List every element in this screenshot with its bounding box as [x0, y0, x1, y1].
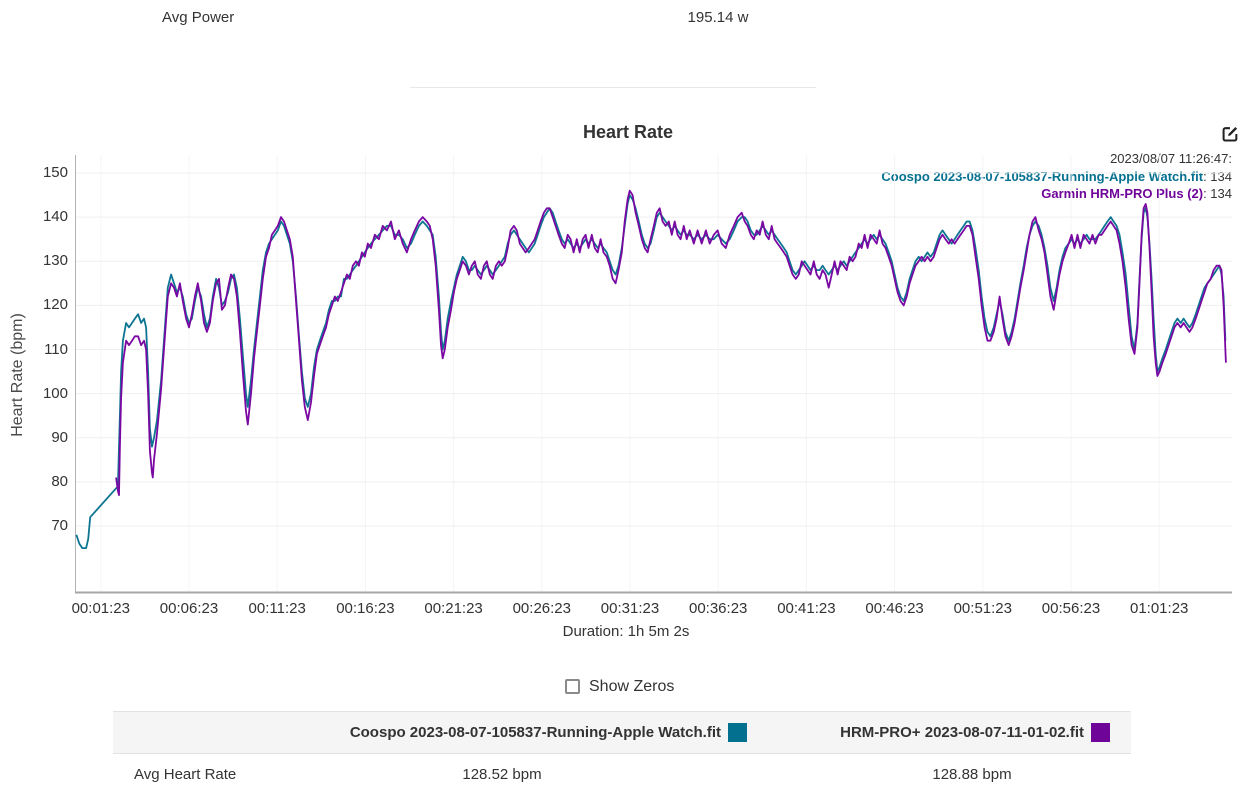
tooltip-series-name: Garmin HRM-PRO Plus (2): [1041, 186, 1204, 201]
tooltip-series-line: Coospo 2023-08-07-105837-Running-Apple W…: [881, 168, 1232, 186]
legend-entry[interactable]: Coospo 2023-08-07-105837-Running-Apple W…: [350, 712, 747, 753]
legend-color-chip: [1091, 723, 1110, 742]
y-tick-label: 130: [42, 252, 68, 270]
y-tick-label: 110: [44, 340, 68, 358]
tooltip-series-line: Garmin HRM-PRO Plus (2): 134: [881, 185, 1232, 203]
x-tick-label: 00:21:23: [424, 600, 483, 617]
legend-entry-label: HRM-PRO+ 2023-08-07-11-01-02.fit: [840, 724, 1084, 741]
edit-title-icon[interactable]: [1222, 125, 1239, 142]
y-tick-label: 100: [42, 384, 68, 402]
tooltip-series-value: : 134: [1203, 168, 1232, 184]
avg-heart-rate-value-garmin: 128.88 bpm: [932, 766, 1012, 783]
x-tick-label: 00:16:23: [336, 600, 395, 617]
x-tick-label: 00:51:23: [953, 600, 1012, 617]
legend-entry[interactable]: HRM-PRO+ 2023-08-07-11-01-02.fit: [840, 712, 1110, 753]
x-tick-label: 00:46:23: [865, 600, 924, 617]
y-tick-label: 140: [42, 208, 68, 226]
x-tick-label: 00:01:23: [71, 600, 130, 617]
avg-power-value: 195.14 w: [687, 9, 749, 26]
x-tick-label: 00:26:23: [512, 600, 571, 617]
y-tick-label: 70: [51, 517, 68, 534]
tooltip-series-list: Coospo 2023-08-07-105837-Running-Apple W…: [881, 168, 1232, 203]
chart-legend: Coospo 2023-08-07-105837-Running-Apple W…: [113, 711, 1131, 754]
tooltip-series-value: : 134: [1203, 186, 1232, 201]
avg-power-label: Avg Power: [162, 9, 235, 26]
show-zeros-checkbox[interactable]: [565, 679, 580, 694]
y-axis-tick-labels: 150 140 130 120 110 100 90 80 70: [28, 0, 68, 788]
y-tick-label: 90: [51, 428, 68, 446]
x-tick-label: 00:36:23: [688, 600, 748, 617]
legend-color-chip: [728, 723, 747, 742]
x-tick-label: 00:41:23: [777, 600, 836, 617]
legend-entry-label: Coospo 2023-08-07-105837-Running-Apple W…: [349, 724, 721, 741]
y-tick-label: 80: [51, 472, 68, 490]
tooltip-series-name: Coospo 2023-08-07-105837-Running-Apple W…: [881, 168, 1204, 184]
y-tick-label: 120: [42, 296, 68, 314]
avg-heart-rate-value-coospo: 128.52 bpm: [462, 766, 542, 783]
avg-heart-rate-label: Avg Heart Rate: [134, 766, 237, 783]
show-zeros-label: Show Zeros: [589, 678, 675, 695]
tooltip-timestamp: 2023/08/07 11:26:47:: [1110, 151, 1232, 166]
x-tick-label: 01:01:23: [1129, 600, 1189, 617]
pencil-square-icon: [1222, 127, 1238, 142]
tooltip-readout: 2023/08/07 11:26:47: Coospo 2023-08-07-1…: [881, 150, 1232, 203]
x-tick-label: 00:31:23: [600, 600, 660, 617]
x-tick-label: 00:11:23: [248, 600, 306, 617]
x-axis-tick-labels: 00:01:23 00:06:23 00:11:23 00:16:23 00:21:23…: [0, 600, 1252, 620]
x-tick-label: 00:06:23: [159, 600, 219, 617]
y-tick-label: 150: [42, 164, 68, 181]
x-axis-title: Duration: 1h 5m 2s: [562, 623, 690, 640]
row-divider: [410, 87, 816, 88]
chart-title: Heart Rate: [582, 122, 674, 142]
y-axis-title: Heart Rate (bpm): [9, 313, 26, 437]
x-tick-label: 00:56:23: [1041, 600, 1101, 617]
